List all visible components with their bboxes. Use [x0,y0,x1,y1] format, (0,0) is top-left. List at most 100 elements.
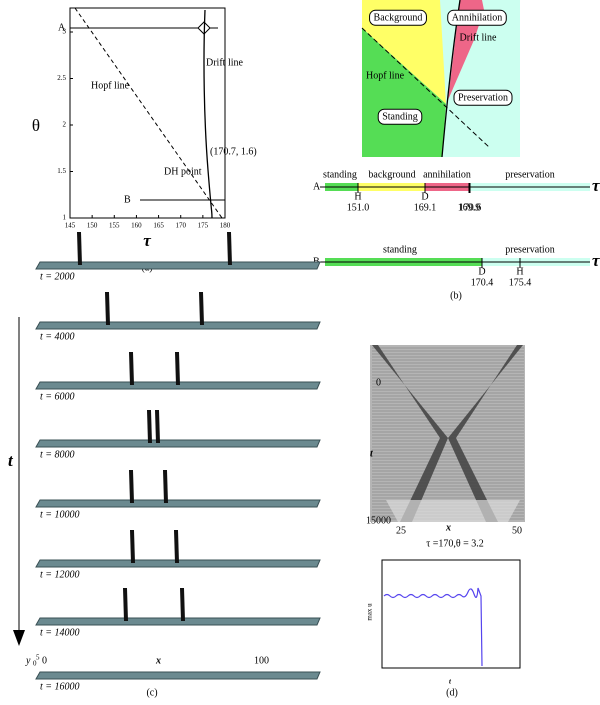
hopf-line [74,7,223,219]
slab [35,617,321,626]
surface-front [386,500,520,522]
region-label: Standing [382,111,418,122]
surface-back [370,345,525,522]
slab [35,321,321,330]
x-tick-label: 160 [131,222,142,230]
region-label: Background [374,12,423,23]
y-label: y [25,655,31,666]
hopf-line [361,27,491,149]
segment-label: preservation [505,244,554,255]
surface [370,345,525,522]
bar-axis: τ [592,251,600,270]
x-tick-label: 155 [109,222,120,230]
region-standing [362,28,446,157]
y-tick-label: 1 [63,214,67,222]
x-tick-label: 165 [153,222,164,230]
bar-name: A [313,181,321,192]
frame-label: t = 8000 [40,449,75,460]
spike [129,352,134,385]
y-tick-label: 1.5 [57,167,66,175]
plot-frame [69,7,226,219]
wave-left [372,345,448,522]
region-label: Annihilation [452,12,503,23]
region-label: Drift line [460,32,497,43]
spike [174,530,179,563]
x-tick-label: 145 [65,222,76,230]
x-tick-label: 180 [220,222,231,230]
frame-label: t = 10000 [40,509,80,520]
y-tick-label: 2 [63,121,67,129]
x-label: x [445,522,451,533]
max-u-curve [383,587,483,667]
y-tick: 5 [36,654,40,662]
segment-label: standing [383,244,417,255]
time-label: t [8,451,14,470]
t-tick: 15000 [366,515,391,526]
spike [130,530,135,563]
spike [77,232,82,265]
panel-c: t y 0 5 0 x 100 (c) t = 2000 t = 4000 t = … [8,232,321,698]
segment-label: background [368,169,415,180]
frame-label: t = 12000 [40,569,80,580]
spike [163,470,168,503]
label-b: B [124,194,131,205]
mark-letter: H [354,191,361,202]
slab [35,261,321,270]
segment-label: preservation [505,169,554,180]
x-axis-label: τ [143,231,151,250]
frame-label: t = 16000 [40,681,80,692]
frame-label: t = 6000 [40,391,75,402]
mark-value: 170.4 [471,277,494,288]
region-label: Preservation [458,92,508,103]
y-tick-label: 2.5 [57,74,66,82]
caption: (b) [450,290,462,301]
label-a: A [58,22,66,33]
region-label: Hopf line [366,70,405,81]
spike [199,292,204,325]
region-box [447,9,507,26]
y-tick-label: 3 [63,28,67,36]
frame-label: t = 14000 [40,627,80,638]
frame-label: t = 2000 [40,271,75,282]
x-tick: 50 [512,525,522,536]
params: τ =170,θ = 3.2 [426,538,484,549]
inset-x-label: t [449,678,452,686]
region-box [377,108,423,125]
y-tick: 0 [33,660,37,668]
inset-y-label: max u [366,603,374,621]
slab [35,439,321,448]
segment-label: standing [323,169,357,180]
y-axis-label: θ [32,116,40,135]
x-tick-label: 170 [175,222,186,230]
slab [35,499,321,508]
slab [35,381,321,390]
spike [147,410,152,443]
frame-label: t = 4000 [40,331,75,342]
t-label: t [370,448,374,459]
label-drift: Drift line [206,57,243,68]
x-tick: 100 [254,655,269,666]
mark-value: 170.6 [459,202,482,213]
caption: (d) [446,687,458,698]
spike [129,470,134,503]
wave-right [448,345,523,522]
t-tick: 0 [376,377,381,388]
mark-letter: D [421,191,428,202]
spike [175,352,180,385]
panel-b: Background Annihilation Drift line Hopf lin… [313,0,600,301]
drift-line [203,9,213,219]
slab [35,671,321,680]
x-tick: 0 [42,655,47,666]
slab [35,559,321,568]
bar-axis: τ [592,176,600,195]
panel-a: A B Drift line Hopf line DH point (170.7… [32,7,257,273]
label-dh: DH point [164,166,202,177]
mark-value: 151.0 [347,202,370,213]
arrow-head [13,630,25,646]
label-hopf: Hopf line [91,80,130,91]
spike [227,232,232,265]
mark-letter: H [516,266,523,277]
segment-label: annihilation [423,169,471,180]
mark-value: 169.9 [458,202,481,213]
x-tick-label: 150 [87,222,98,230]
